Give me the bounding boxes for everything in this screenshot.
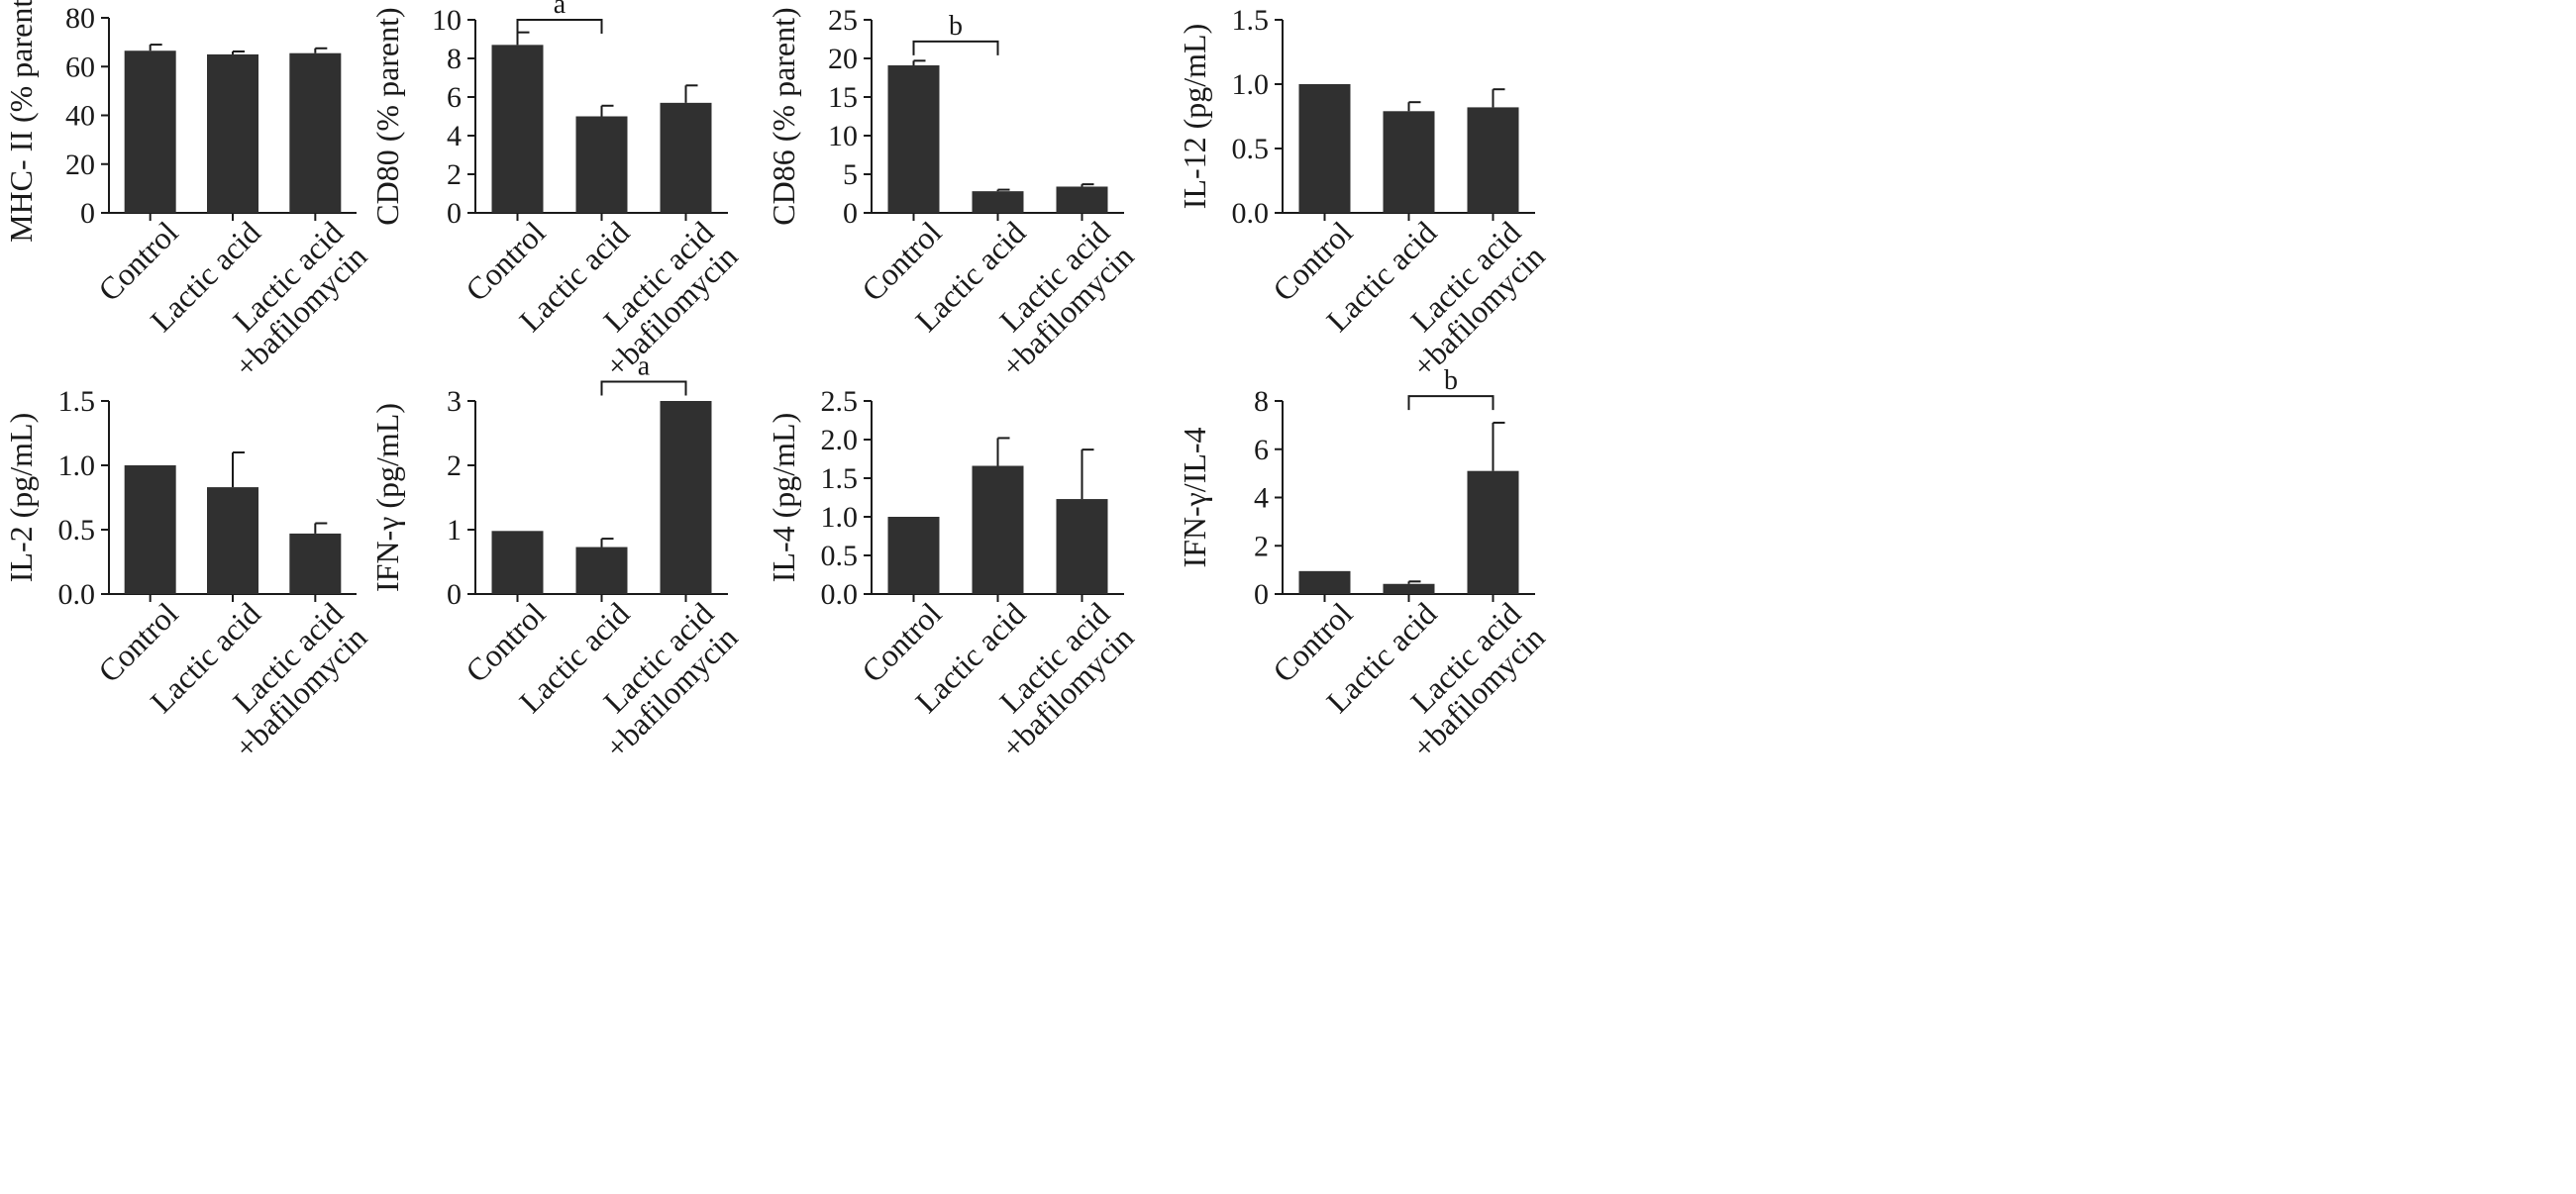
y-tick-label: 0.5: [1232, 133, 1270, 165]
y-tick-label: 5: [843, 158, 858, 191]
y-tick-label: 0.0: [1232, 197, 1270, 230]
y-tick-label: 80: [65, 2, 95, 35]
bar: [887, 65, 940, 214]
bar: [1383, 583, 1435, 594]
y-tick-label: 1.0: [821, 501, 859, 534]
y-tick-label: 0.5: [58, 514, 96, 547]
y-tick-label: 0.5: [821, 540, 859, 572]
bar: [972, 465, 1024, 594]
y-tick-label: 1.0: [58, 449, 96, 482]
y-tick-label: 0.0: [58, 578, 96, 611]
significance-bracket: [912, 40, 999, 55]
significance-label: a: [638, 351, 651, 382]
y-tick-label: 8: [1254, 385, 1269, 418]
y-tick-label: 0: [447, 197, 462, 230]
y-tick-label: 0: [1254, 578, 1269, 611]
y-tick-label: 0: [843, 197, 858, 230]
y-tick-label: 0: [447, 578, 462, 611]
y-tick-label: 2: [447, 449, 462, 482]
y-tick-label: 6: [447, 81, 462, 114]
y-tick-label: 1.5: [1232, 4, 1270, 37]
significance-label: a: [554, 0, 567, 20]
significance-bracket: [1407, 395, 1494, 411]
y-tick-label: 10: [828, 120, 858, 152]
bar: [124, 50, 176, 214]
y-axis-label: IFN-γ/IL-4: [1177, 427, 1212, 567]
bar: [1298, 84, 1351, 213]
bar: [575, 547, 628, 594]
y-tick-label: 20: [65, 149, 95, 181]
bar: [289, 533, 342, 594]
y-tick-label: 60: [65, 50, 95, 83]
significance-bracket: [516, 19, 603, 34]
y-tick-label: 8: [447, 43, 462, 75]
bar: [1056, 186, 1108, 213]
bar: [972, 191, 1024, 213]
y-tick-label: 3: [447, 385, 462, 418]
y-axis-label: IL-2 (pg/mL): [3, 413, 39, 583]
bar: [491, 45, 544, 213]
bar: [1383, 111, 1435, 213]
y-axis-label: IFN-γ (pg/mL): [369, 403, 405, 592]
y-tick-label: 4: [1254, 482, 1269, 515]
y-tick-label: 2: [1254, 530, 1269, 562]
y-tick-label: 2.5: [821, 385, 859, 418]
y-tick-label: 1.0: [1232, 68, 1270, 101]
y-tick-label: 4: [447, 120, 462, 152]
bar: [1056, 499, 1108, 594]
y-axis-label: CD80 (% parent): [369, 7, 405, 225]
bar: [207, 487, 258, 594]
bar: [124, 465, 176, 594]
y-tick-label: 1.5: [58, 385, 96, 418]
bar: [289, 52, 342, 213]
bar: [1467, 107, 1519, 213]
y-tick-label: 40: [65, 100, 95, 133]
bar: [660, 401, 712, 594]
y-tick-label: 25: [828, 4, 858, 37]
y-tick-label: 0: [80, 197, 95, 230]
bar: [207, 53, 258, 213]
y-tick-label: 20: [828, 43, 858, 75]
bar: [1467, 470, 1519, 594]
bar: [887, 517, 940, 594]
y-tick-label: 1: [447, 514, 462, 547]
y-axis-label: MHC- II (% parent): [3, 0, 39, 243]
significance-label: b: [1444, 365, 1458, 396]
y-axis-label: CD86 (% parent): [766, 7, 801, 225]
y-axis-label: IL-12 (pg/mL): [1177, 24, 1212, 210]
significance-label: b: [949, 11, 963, 42]
bar: [575, 116, 628, 213]
y-tick-label: 10: [432, 4, 462, 37]
bar: [491, 531, 544, 594]
bar: [660, 102, 712, 213]
significance-bracket: [600, 380, 687, 396]
y-tick-label: 6: [1254, 434, 1269, 466]
bar: [1298, 570, 1351, 594]
y-tick-label: 0.0: [821, 578, 859, 611]
y-tick-label: 1.5: [821, 462, 859, 495]
y-tick-label: 2: [447, 158, 462, 191]
y-axis-label: IL-4 (pg/mL): [766, 413, 801, 583]
y-tick-label: 15: [828, 81, 858, 114]
y-tick-label: 2.0: [821, 424, 859, 456]
